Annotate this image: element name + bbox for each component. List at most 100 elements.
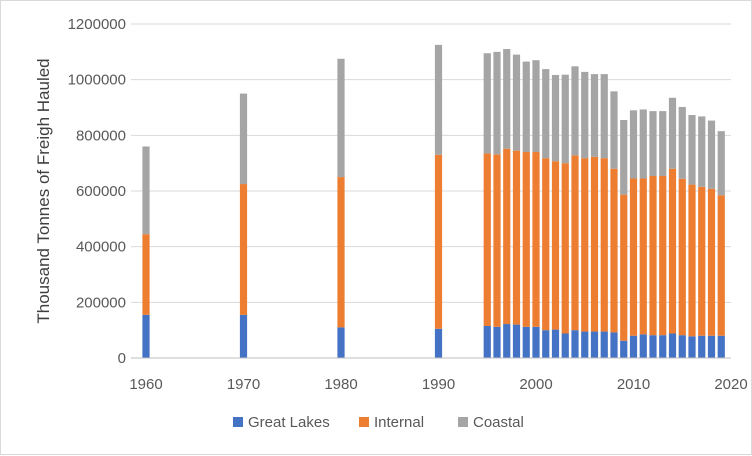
bar-segment-internal bbox=[659, 175, 667, 336]
bar-segment-great-lakes bbox=[512, 324, 521, 358]
bar-segment-internal bbox=[571, 155, 579, 331]
x-tick-label: 2000 bbox=[519, 376, 552, 393]
bar-segment-great-lakes bbox=[610, 332, 618, 358]
bar-segment-coastal bbox=[434, 44, 443, 155]
x-tick-label: 1990 bbox=[422, 376, 455, 393]
bar-segment-great-lakes bbox=[581, 331, 589, 358]
bar-segment-great-lakes bbox=[239, 314, 248, 358]
bar-segment-coastal bbox=[707, 120, 716, 189]
y-tick-labels: 0 200000 400000 600000 800000 1000000 1200000 bbox=[68, 16, 126, 367]
bar-segment-internal bbox=[610, 168, 618, 333]
bar-segment-great-lakes bbox=[434, 328, 443, 358]
bar-segment-coastal bbox=[503, 49, 511, 149]
bar-segment-great-lakes bbox=[649, 335, 657, 358]
bar-segment-coastal bbox=[542, 69, 550, 159]
bar-segment-coastal bbox=[717, 131, 725, 196]
y-tick-label: 800000 bbox=[76, 127, 126, 144]
bar-segment-coastal bbox=[610, 91, 618, 169]
bar-segment-internal bbox=[503, 148, 511, 325]
bar-segment-internal bbox=[542, 158, 550, 331]
bar-segment-great-lakes bbox=[542, 330, 550, 358]
bar-segment-coastal bbox=[532, 60, 540, 153]
bar-segment-internal bbox=[717, 195, 725, 336]
bar-segment-coastal bbox=[629, 110, 638, 179]
bar-segment-coastal bbox=[668, 97, 677, 169]
bar-segment-internal bbox=[707, 188, 716, 336]
bar-segment-great-lakes bbox=[571, 330, 579, 358]
bar-segment-internal bbox=[581, 158, 589, 332]
bar-segment-coastal bbox=[142, 146, 150, 235]
bar-segment-internal bbox=[551, 161, 560, 330]
bar-segment-coastal bbox=[337, 58, 345, 178]
bar-segment-coastal bbox=[649, 111, 657, 176]
bar-segment-coastal bbox=[571, 66, 579, 156]
legend-label: Internal bbox=[374, 414, 424, 431]
bar-segment-great-lakes bbox=[590, 331, 599, 358]
bar-segment-coastal bbox=[688, 115, 696, 185]
bar-segment-coastal bbox=[639, 109, 647, 179]
bar-segment-internal bbox=[668, 168, 677, 334]
bar-segment-great-lakes bbox=[142, 314, 150, 358]
bar-segment-great-lakes bbox=[620, 340, 628, 358]
bar-segment-internal bbox=[493, 154, 501, 327]
legend-label: Coastal bbox=[473, 414, 524, 431]
bar-segment-internal bbox=[532, 152, 540, 327]
bar-segment-great-lakes bbox=[717, 335, 725, 358]
bar-segment-great-lakes bbox=[707, 335, 716, 358]
bar-segment-coastal bbox=[493, 51, 501, 155]
x-tick-label: 1980 bbox=[324, 376, 357, 393]
x-tick-label: 1960 bbox=[129, 376, 162, 393]
y-tick-label: 400000 bbox=[76, 239, 126, 256]
y-tick-label: 1000000 bbox=[68, 72, 126, 89]
y-tick-label: 600000 bbox=[76, 183, 126, 200]
bar-segment-internal bbox=[698, 186, 706, 336]
legend-label: Great Lakes bbox=[248, 414, 330, 431]
bar-segment-coastal bbox=[239, 93, 248, 185]
legend-swatch bbox=[233, 417, 243, 427]
bar-segment-great-lakes bbox=[522, 326, 530, 358]
y-tick-label: 200000 bbox=[76, 294, 126, 311]
bar-segment-internal bbox=[522, 152, 530, 327]
bar-segment-great-lakes bbox=[483, 325, 491, 358]
bar-segment-great-lakes bbox=[678, 335, 686, 358]
bar-segment-coastal bbox=[600, 74, 608, 159]
bar-segment-great-lakes bbox=[659, 335, 667, 358]
bar-segment-internal bbox=[337, 177, 345, 328]
bar-segment-coastal bbox=[581, 71, 589, 159]
bar-segment-internal bbox=[620, 194, 628, 341]
bar-segment-internal bbox=[483, 153, 491, 326]
bar-segment-internal bbox=[561, 163, 569, 334]
bar-segment-coastal bbox=[522, 61, 530, 153]
x-tick-label: 2010 bbox=[617, 376, 650, 393]
bar-segment-internal bbox=[239, 184, 248, 315]
bar-segment-great-lakes bbox=[698, 335, 706, 358]
bar-segment-internal bbox=[688, 184, 696, 337]
bar-segment-coastal bbox=[512, 54, 521, 151]
bar-segment-great-lakes bbox=[532, 326, 540, 358]
bar-segment-internal bbox=[590, 156, 599, 332]
bar-segment-coastal bbox=[698, 116, 706, 187]
y-axis-title: Thousand Tonnes of Freigh Hauled bbox=[34, 58, 53, 323]
bar-segment-great-lakes bbox=[493, 326, 501, 358]
bar-segment-coastal bbox=[551, 74, 560, 162]
y-tick-label: 0 bbox=[118, 350, 126, 367]
y-tick-label: 1200000 bbox=[68, 16, 126, 33]
bar-segment-internal bbox=[434, 154, 443, 329]
legend-item-great-lakes: Great Lakes bbox=[233, 414, 330, 431]
legend-swatch bbox=[458, 417, 468, 427]
bar-segment-internal bbox=[512, 150, 521, 325]
x-tick-label: 2020 bbox=[714, 376, 747, 393]
legend-swatch bbox=[359, 417, 369, 427]
bar-segment-coastal bbox=[678, 106, 686, 179]
bar-segment-coastal bbox=[590, 74, 599, 157]
bar-segment-great-lakes bbox=[688, 336, 696, 358]
x-tick-label: 1970 bbox=[227, 376, 260, 393]
bar-segment-great-lakes bbox=[561, 333, 569, 358]
bar-segment-great-lakes bbox=[600, 331, 608, 358]
bars bbox=[142, 44, 725, 358]
bar-segment-great-lakes bbox=[551, 329, 560, 358]
legend-item-internal: Internal bbox=[359, 414, 424, 431]
bar-segment-internal bbox=[639, 178, 647, 335]
bar-segment-internal bbox=[649, 175, 657, 336]
bar-segment-coastal bbox=[659, 111, 667, 176]
